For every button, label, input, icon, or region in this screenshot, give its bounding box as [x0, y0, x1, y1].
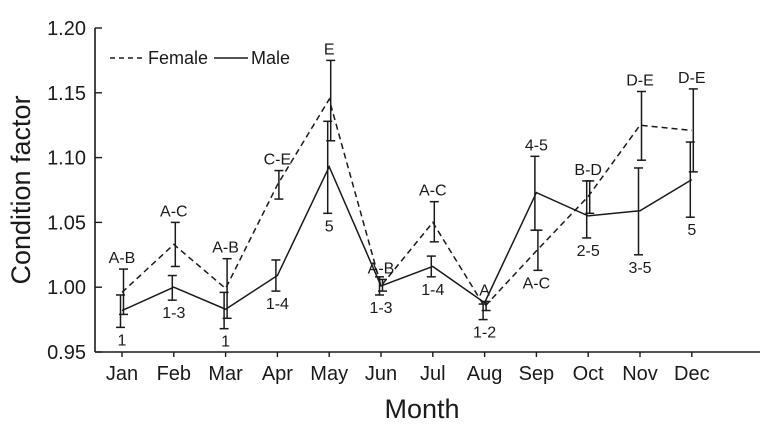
y-tick-label: 1.00 — [47, 277, 86, 299]
y-ticks: 0.95 1.00 1.05 1.10 1.15 1.20 — [47, 18, 102, 364]
y-tick-label: 1.15 — [47, 83, 86, 105]
error-bar-female — [274, 171, 283, 200]
sig-label-male: 4-5 — [525, 137, 548, 154]
sig-label-female: A-B — [212, 240, 239, 257]
y-tick-label: 1.05 — [47, 212, 86, 234]
x-tick-label: Feb — [157, 363, 191, 385]
error-bar-male — [427, 256, 436, 277]
sig-label-female: A-C — [419, 183, 447, 200]
y-tick-label: 1.10 — [47, 148, 86, 170]
legend-female-label: Female — [148, 48, 208, 68]
y-tick-label: 0.95 — [47, 342, 86, 364]
sig-label-female: A — [479, 282, 490, 299]
sig-label-female: B-D — [574, 162, 602, 179]
sig-label-female: D-E — [626, 73, 654, 90]
significance-labels: A-B A-C A-B C-E E A-B A-C A A-C B-D D-E D-E 1 1-3 1 1-4… — [109, 41, 706, 350]
x-axis-title: Month — [384, 394, 459, 424]
sig-label-female: A-B — [368, 260, 395, 277]
x-tick-label: Oct — [573, 363, 605, 385]
sig-label-male: 5 — [325, 218, 334, 235]
sig-label-female: C-E — [264, 152, 292, 169]
sig-label-female: A-C — [523, 275, 551, 292]
error-bar-male — [271, 260, 280, 291]
x-tick-label: Mar — [208, 363, 243, 385]
x-tick-label: Apr — [262, 363, 293, 385]
y-tick-label: 1.20 — [47, 18, 86, 40]
error-bar-female — [171, 222, 180, 266]
sig-label-male: 5 — [687, 222, 696, 239]
x-tick-label: Dec — [674, 363, 710, 385]
sig-label-female: A-C — [160, 203, 188, 220]
error-bar-female — [430, 202, 439, 242]
legend-male-label: Male — [251, 48, 290, 68]
sig-label-male: 1 — [221, 334, 230, 351]
series-male-line — [122, 167, 692, 311]
x-ticks: Jan Feb Mar Apr May Jun Jul Aug Sep Oct Nov Dec — [106, 352, 710, 385]
sig-label-female: E — [324, 41, 335, 58]
sig-label-male: 1-3 — [369, 300, 392, 317]
sig-label-male: 3-5 — [628, 260, 651, 277]
error-bar-female — [533, 230, 542, 270]
sig-label-male: 1-2 — [473, 325, 496, 342]
sig-label-male: 1-4 — [266, 296, 289, 313]
y-axis-title: Condition factor — [6, 95, 36, 284]
sig-label-male: 1-3 — [162, 305, 185, 322]
condition-factor-chart: 0.95 1.00 1.05 1.10 1.15 1.20 Jan Feb Mar Apr May… — [0, 0, 767, 431]
sig-label-male: 1 — [118, 332, 127, 349]
x-tick-label: Jul — [420, 363, 446, 385]
sig-label-male: 1-4 — [421, 282, 444, 299]
x-tick-label: Nov — [622, 363, 658, 385]
x-tick-label: May — [310, 363, 348, 385]
series-lines — [122, 99, 692, 310]
sig-label-female: D-E — [678, 70, 706, 87]
sig-label-male: 2-5 — [577, 243, 600, 260]
x-tick-label: Aug — [467, 363, 503, 385]
x-tick-label: Jan — [106, 363, 138, 385]
sig-label-female: A-B — [109, 250, 136, 267]
legend: Female Male — [110, 48, 290, 68]
error-bars — [116, 60, 698, 328]
x-tick-label: Jun — [365, 363, 397, 385]
x-tick-label: Sep — [519, 363, 555, 385]
